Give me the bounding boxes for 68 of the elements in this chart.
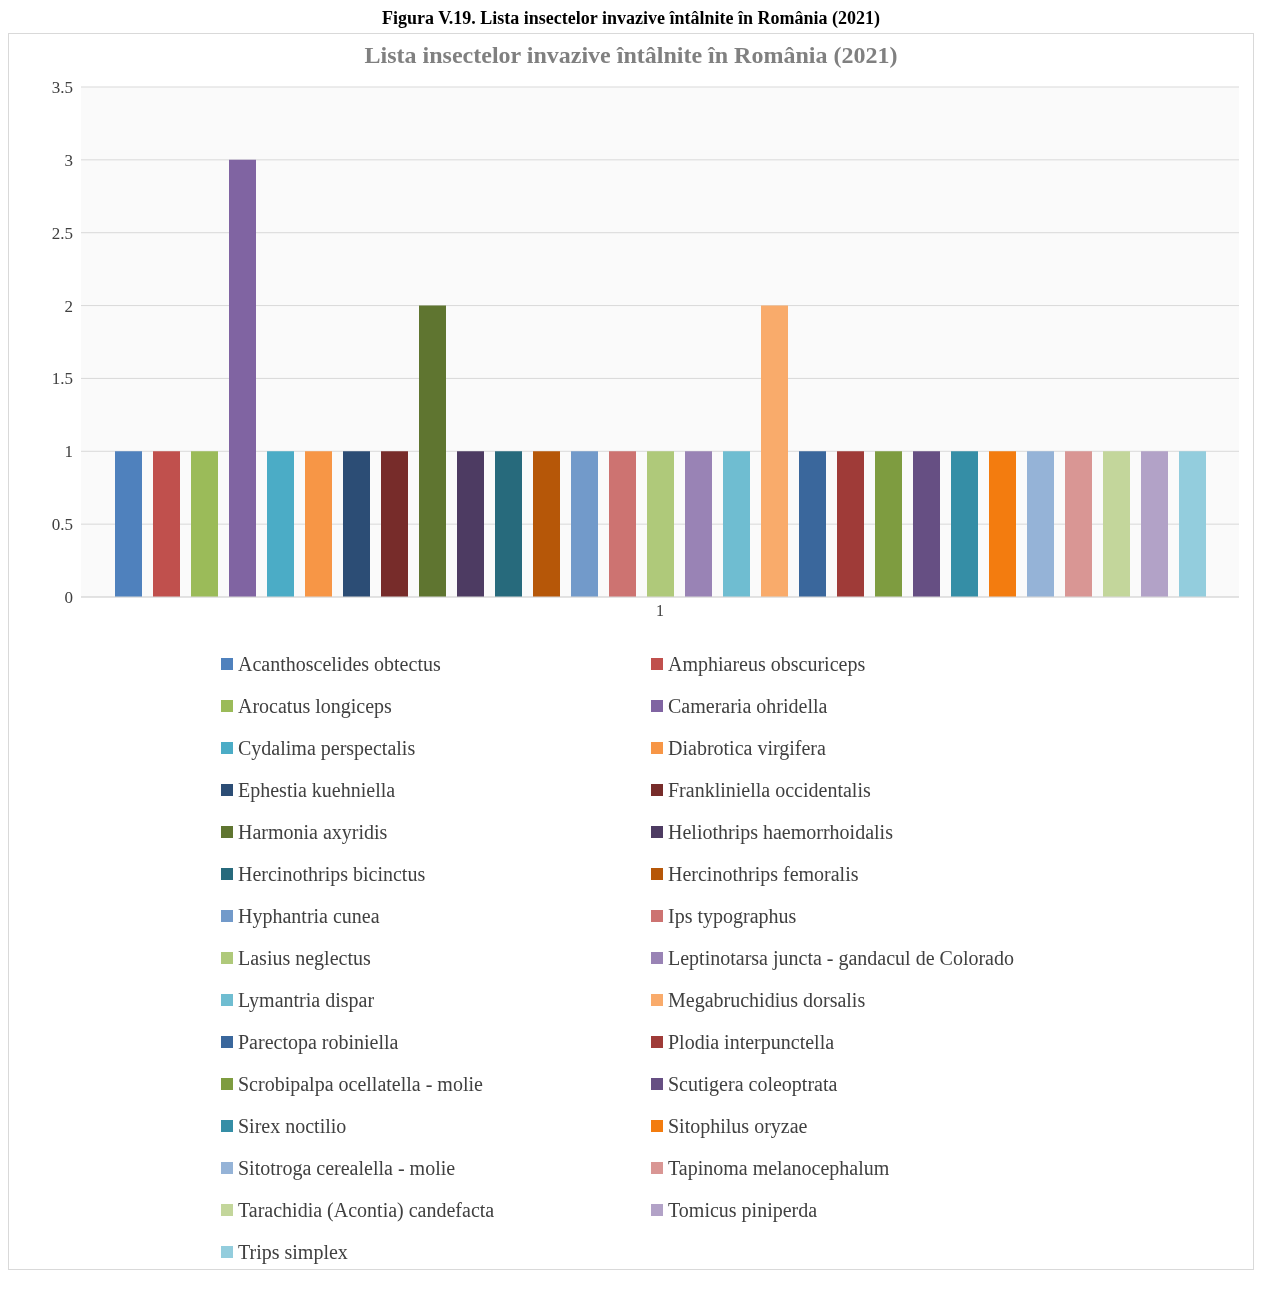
bar	[913, 451, 940, 597]
bar	[153, 451, 180, 597]
bar	[495, 451, 522, 597]
text: Figura V.19. Lista insectelor invazive întâlnite în România (2021)	[381, 8, 881, 29]
bar	[723, 451, 750, 597]
legend-label: Hercinothrips femoralis	[668, 862, 859, 886]
bar	[647, 451, 674, 597]
legend-label: Ips typographus	[668, 904, 797, 928]
bar	[115, 451, 142, 597]
bar	[267, 451, 294, 597]
bar	[1141, 451, 1168, 597]
bar	[1179, 451, 1206, 597]
bar	[761, 305, 788, 597]
legend-label: Leptinotarsa juncta - gandacul de Colorado	[668, 946, 1014, 970]
legend-label: Tomicus piniperda	[668, 1198, 818, 1222]
bar	[875, 451, 902, 597]
bar	[685, 451, 712, 597]
bar	[1103, 451, 1130, 597]
legend-label: Hercinothrips bicinctus	[238, 862, 426, 886]
legend-label: Amphiareus obscuriceps	[668, 652, 866, 676]
y-tick-label: 0	[64, 588, 73, 608]
legend-label: Harmonia axyridis	[238, 820, 388, 844]
bar	[799, 451, 826, 597]
y-tick-label: 1	[64, 442, 73, 462]
legend-label: Acanthoscelides obtectus	[238, 652, 441, 676]
y-tick-label: 2.5	[51, 223, 73, 243]
bar	[1065, 451, 1092, 597]
legend-label: Diabrotica virgifera	[668, 736, 826, 760]
legend-label: Scutigera coleoptrata	[668, 1072, 838, 1096]
legend-label: Tarachidia (Acontia) candefacta	[238, 1198, 495, 1222]
y-tick-label: 3.5	[51, 78, 73, 98]
legend-label: Ephestia kuehniella	[238, 778, 396, 802]
bar	[419, 305, 446, 597]
bar	[837, 451, 864, 597]
bar	[609, 451, 636, 597]
chart-title: Lista insectelor invazive întâlnite în România (2021)	[363, 42, 899, 69]
bar	[191, 451, 218, 597]
legend-label: Sirex noctilio	[238, 1114, 347, 1138]
legend-label: Heliothrips haemorrhoidalis	[668, 820, 893, 844]
bar	[533, 451, 560, 597]
legend-label: Hyphantria cunea	[238, 904, 380, 928]
bar	[305, 451, 332, 597]
bar	[343, 451, 370, 597]
bar	[1027, 451, 1054, 597]
legend-label: Megabruchidius dorsalis	[668, 988, 866, 1012]
legend-label: Lymantria dispar	[238, 988, 375, 1012]
legend-label: Scrobipalpa ocellatella - molie	[238, 1072, 483, 1096]
bar	[951, 451, 978, 597]
y-tick-label: 2	[64, 296, 73, 316]
legend-label: Plodia interpunctella	[668, 1030, 835, 1054]
legend-label: Sitophilus oryzae	[668, 1114, 808, 1138]
y-tick-label: 3	[64, 150, 73, 170]
legend-label: Sitotroga cerealella - molie	[238, 1156, 456, 1180]
legend-label: Frankliniella occidentalis	[668, 778, 871, 802]
legend-label: Cameraria ohridella	[668, 694, 828, 718]
legend-label: Trips simplex	[238, 1240, 348, 1264]
bar	[457, 451, 484, 597]
legend-label: Parectopa robiniella	[238, 1030, 399, 1054]
bar	[229, 159, 256, 597]
y-tick-label: 0.5	[51, 515, 73, 535]
bar	[571, 451, 598, 597]
y-tick-label: 1.5	[51, 369, 73, 389]
bar	[381, 451, 408, 597]
legend-label: Arocatus longiceps	[238, 694, 392, 718]
legend-label: Lasius neglectus	[238, 946, 371, 970]
legend-label: Tapinoma melanocephalum	[668, 1156, 890, 1180]
bar	[989, 451, 1016, 597]
legend-label: Cydalima perspectalis	[238, 736, 416, 760]
